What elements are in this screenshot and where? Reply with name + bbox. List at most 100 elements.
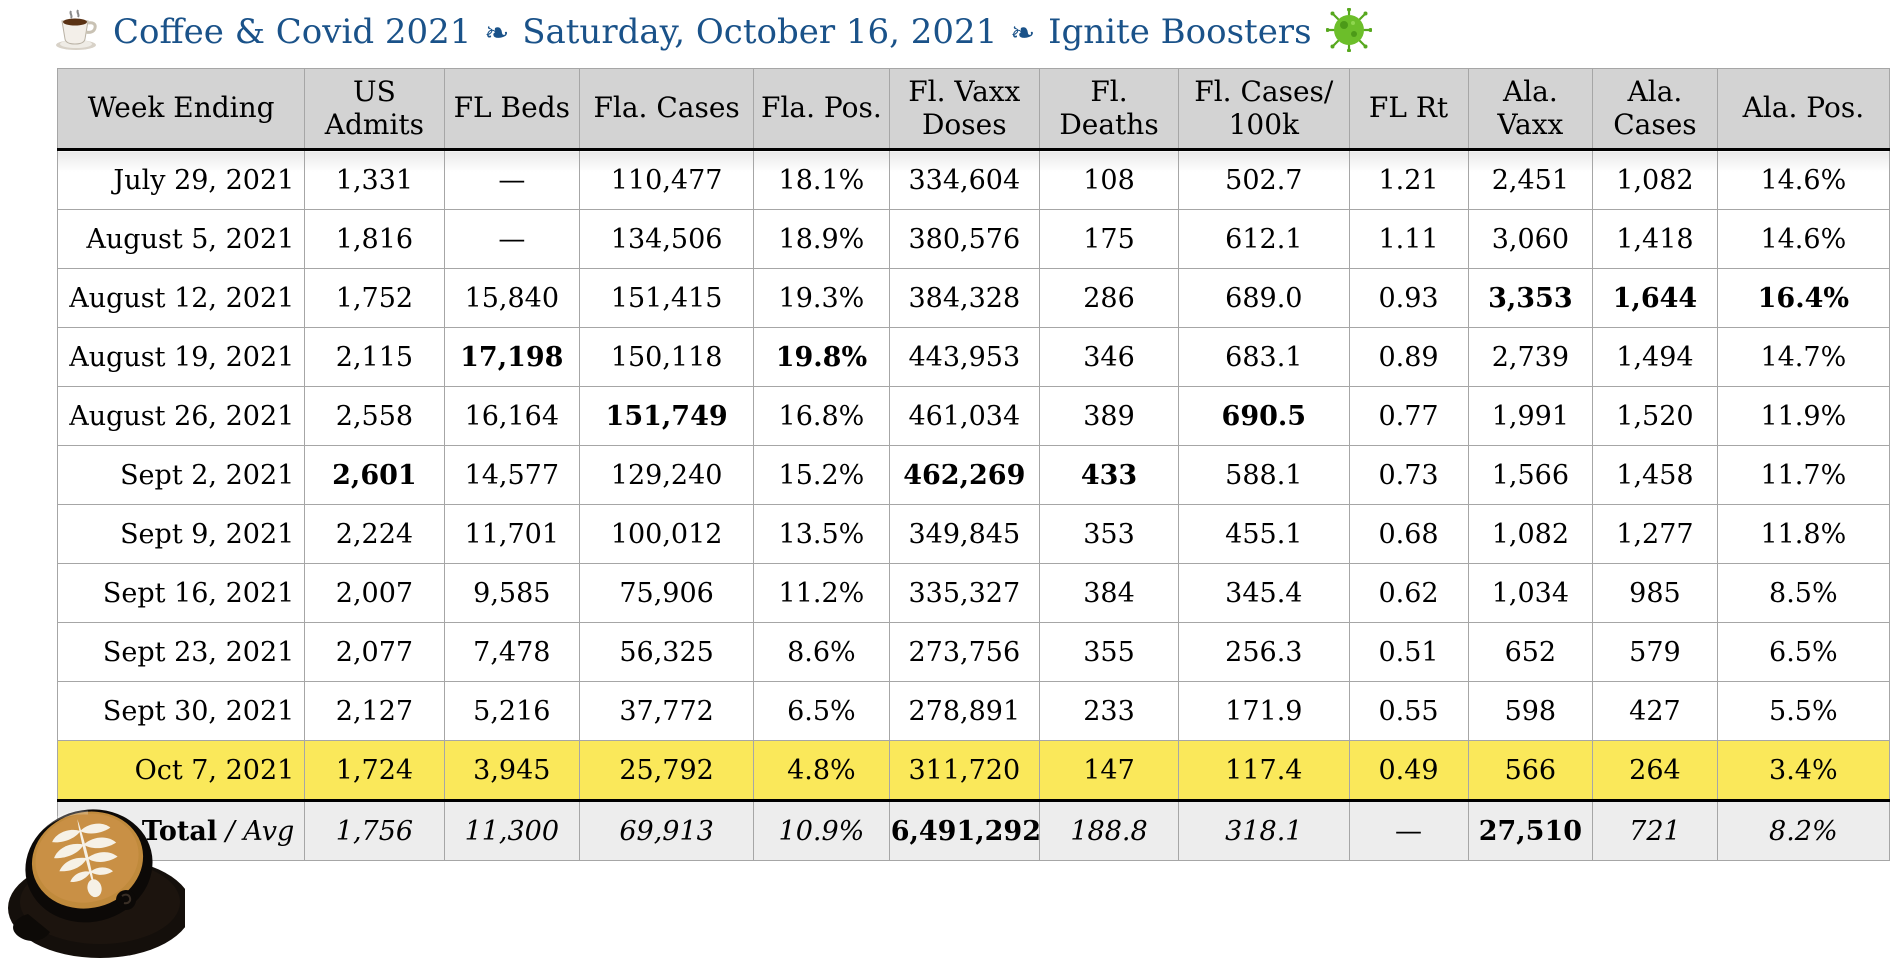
data-cell: — (443, 209, 581, 269)
week-ending-cell: Sept 23, 2021 (56, 622, 306, 682)
column-header: Fla. Cases (579, 68, 755, 151)
column-header: Fl. Vaxx Doses (888, 68, 1040, 151)
data-cell: 9,585 (443, 563, 581, 623)
data-cell: 2,115 (304, 327, 445, 387)
data-cell: 171.9 (1178, 681, 1350, 741)
data-cell: 18.9% (753, 209, 890, 269)
data-cell: 3.4% (1716, 740, 1891, 802)
data-cell: 346 (1038, 327, 1180, 387)
total-data-cell: — (1348, 800, 1469, 861)
week-ending-cell: July 29, 2021 (56, 149, 306, 210)
data-cell: 1,752 (304, 268, 445, 328)
data-cell: 75,906 (579, 563, 755, 623)
total-data-cell: 318.1 (1178, 800, 1350, 861)
data-cell: 17,198 (443, 327, 581, 387)
total-data-cell: 1,756 (304, 800, 445, 861)
table-row: August 5, 2021 1,816—134,506 18.9% 380,576 1… (56, 209, 1891, 269)
data-cell: 1,082 (1592, 149, 1718, 210)
data-cell: 384 (1038, 563, 1180, 623)
data-cell: 3,353 (1467, 268, 1594, 328)
data-cell: 15,840 (443, 268, 581, 328)
column-header: Week Ending (56, 68, 306, 151)
total-data-cell: 8.2% (1716, 800, 1891, 861)
data-cell: 612.1 (1178, 209, 1350, 269)
data-cell: 273,756 (888, 622, 1040, 682)
data-cell: 16,164 (443, 386, 581, 446)
data-cell: 502.7 (1178, 149, 1350, 210)
column-header: Fla. Pos. (753, 68, 890, 151)
column-header: Ala. Pos. (1716, 68, 1891, 151)
ornament-separator: ❧ (484, 16, 510, 51)
data-cell: 7,478 (443, 622, 581, 682)
data-cell: 16.8% (753, 386, 890, 446)
data-cell: 355 (1038, 622, 1180, 682)
table-row: Sept 23, 2021 2,077 7,478 56,325 8.6% 273,756… (56, 622, 1891, 682)
data-cell: 264 (1592, 740, 1718, 802)
data-cell: 1,494 (1592, 327, 1718, 387)
week-ending-cell: August 12, 2021 (56, 268, 306, 328)
data-cell: 0.49 (1348, 740, 1469, 802)
column-header: US Admits (304, 68, 445, 151)
data-cell: 0.62 (1348, 563, 1469, 623)
data-cell: 0.77 (1348, 386, 1469, 446)
column-header: Ala. Cases (1592, 68, 1718, 151)
data-cell: 1,331 (304, 149, 445, 210)
data-cell: 18.1% (753, 149, 890, 210)
data-cell: 2,739 (1467, 327, 1594, 387)
data-cell: 1.11 (1348, 209, 1469, 269)
data-cell: 19.3% (753, 268, 890, 328)
data-cell: 598 (1467, 681, 1594, 741)
data-cell: 1,082 (1467, 504, 1594, 564)
column-header: Fl. Deaths (1038, 68, 1180, 151)
data-cell: 1,816 (304, 209, 445, 269)
total-data-cell: 6,491,292 (888, 800, 1040, 861)
week-ending-cell: August 26, 2021 (56, 386, 306, 446)
data-cell: 0.68 (1348, 504, 1469, 564)
data-cell: 25,792 (579, 740, 755, 802)
data-cell: 134,506 (579, 209, 755, 269)
data-cell: 150,118 (579, 327, 755, 387)
data-cell: 6.5% (753, 681, 890, 741)
data-cell: 16.4% (1716, 268, 1891, 328)
data-cell: 1,991 (1467, 386, 1594, 446)
table-body: July 29, 2021 1,331—110,477 18.1% 334,604 10… (56, 149, 1891, 861)
data-cell: 2,127 (304, 681, 445, 741)
data-cell: 579 (1592, 622, 1718, 682)
data-cell: 151,415 (579, 268, 755, 328)
week-ending-cell: Sept 30, 2021 (56, 681, 306, 741)
week-ending-cell: Sept 2, 2021 (56, 445, 306, 505)
data-cell: 175 (1038, 209, 1180, 269)
data-cell: 311,720 (888, 740, 1040, 802)
week-ending-cell: August 19, 2021 (56, 327, 306, 387)
data-cell: 345.4 (1178, 563, 1350, 623)
data-cell: 147 (1038, 740, 1180, 802)
data-cell: 233 (1038, 681, 1180, 741)
page-title: Coffee & Covid 2021 ❧ Saturday, October … (55, 6, 1373, 58)
data-cell: 455.1 (1178, 504, 1350, 564)
title-text: Coffee & Covid 2021 ❧ Saturday, October … (113, 12, 1312, 52)
data-cell: 11.2% (753, 563, 890, 623)
coffee-cup-icon (55, 9, 99, 55)
ornament-separator: ❧ (1010, 16, 1036, 51)
data-cell: 433 (1038, 445, 1180, 505)
data-cell: 15.2% (753, 445, 890, 505)
data-cell: 4.8% (753, 740, 890, 802)
data-cell: 380,576 (888, 209, 1040, 269)
table-row: Sept 9, 2021 2,224 11,701 100,012 13.5% 349,8… (56, 504, 1891, 564)
data-cell: 5,216 (443, 681, 581, 741)
data-cell: 5.5% (1716, 681, 1891, 741)
data-cell: 56,325 (579, 622, 755, 682)
total-data-cell: 69,913 (579, 800, 755, 861)
title-part2: Saturday, October 16, 2021 (522, 12, 998, 52)
data-cell: 11.7% (1716, 445, 1891, 505)
data-cell: 14,577 (443, 445, 581, 505)
table-row: July 29, 2021 1,331—110,477 18.1% 334,604 10… (56, 149, 1891, 210)
data-cell: 1,566 (1467, 445, 1594, 505)
data-cell: 11,701 (443, 504, 581, 564)
data-cell: 256.3 (1178, 622, 1350, 682)
data-cell: 349,845 (888, 504, 1040, 564)
total-data-cell: 721 (1592, 800, 1718, 861)
data-cell: 0.89 (1348, 327, 1469, 387)
data-cell: 37,772 (579, 681, 755, 741)
data-cell: 14.6% (1716, 209, 1891, 269)
